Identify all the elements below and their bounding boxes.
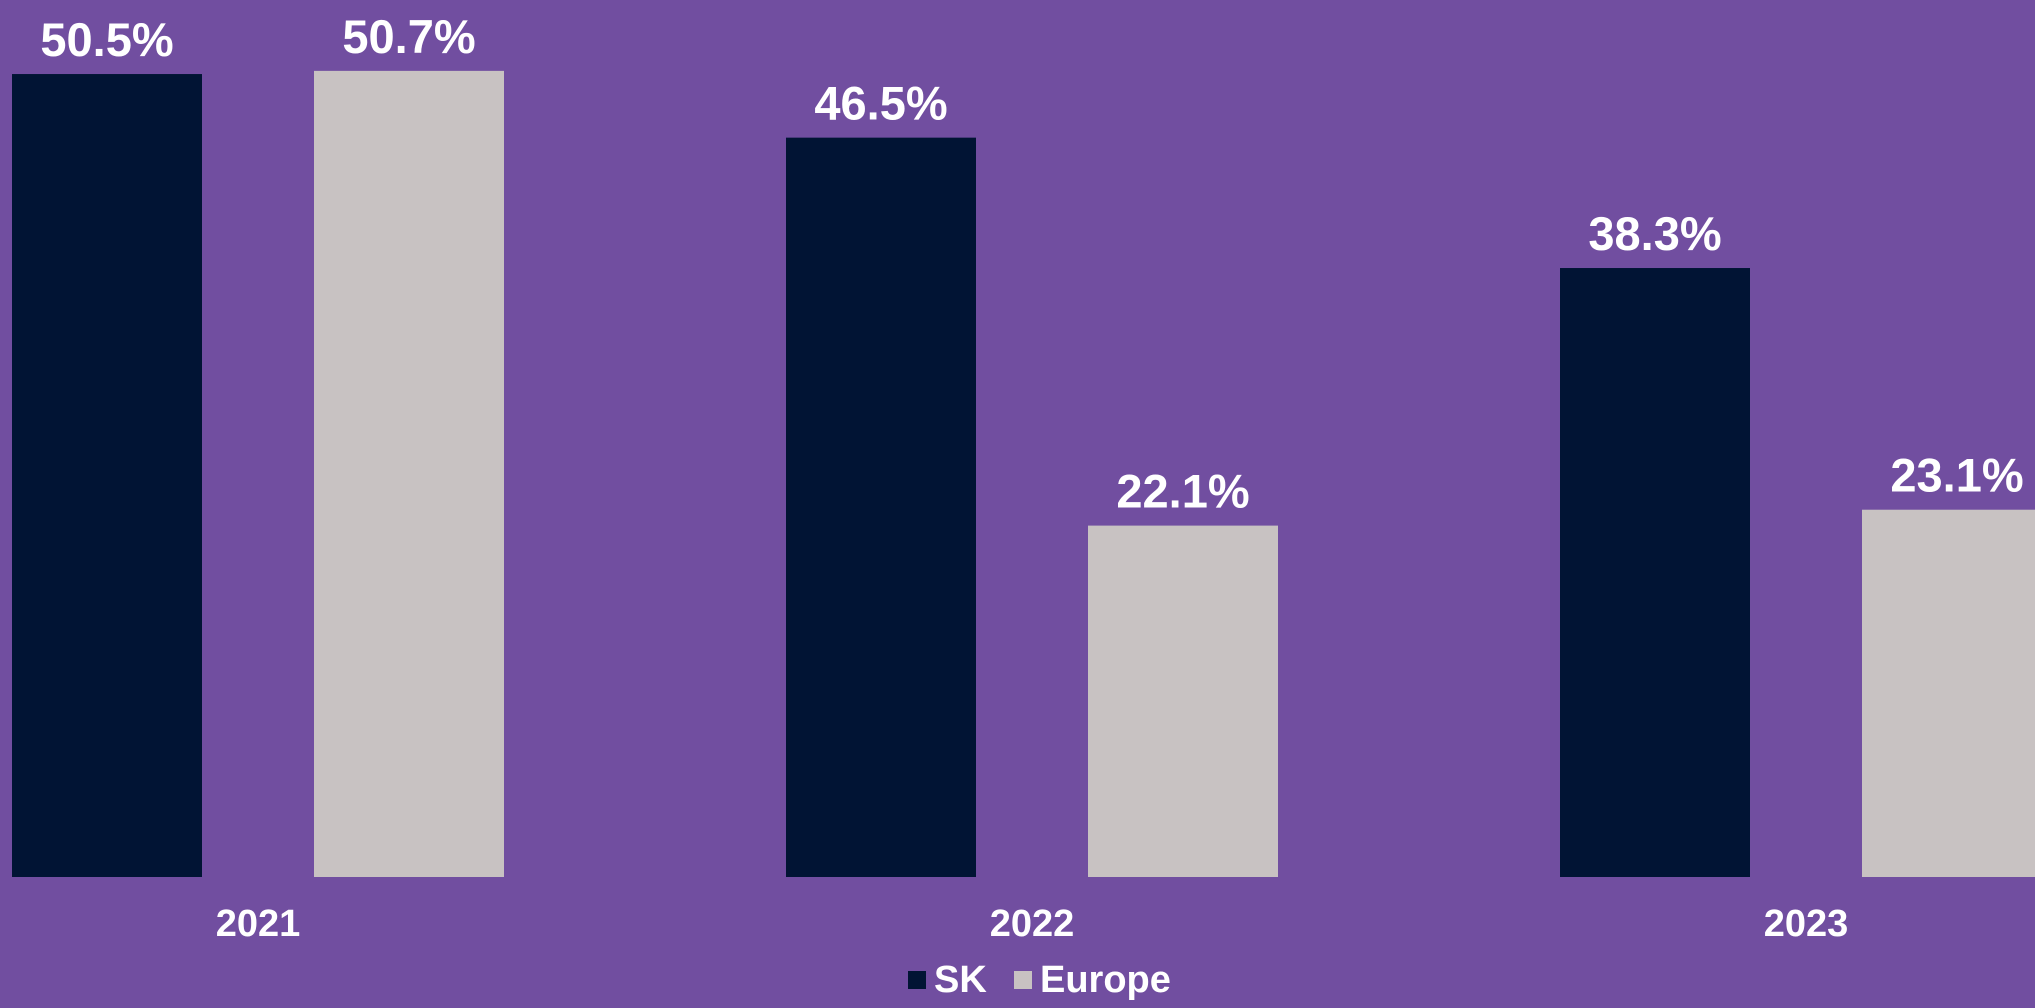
legend-item-sk: SK <box>908 959 987 1001</box>
data-labels-layer: 50.5% 50.7% 46.5% 22.1% 38.3% 23.1% <box>40 10 2023 518</box>
bar-europe-2021 <box>314 70 504 878</box>
bar-europe-2023 <box>1862 509 2035 877</box>
legend-swatch-sk <box>908 971 926 989</box>
data-label-europe-2023: 23.1% <box>1890 449 2023 502</box>
bar-europe-2022 <box>1088 525 1278 877</box>
data-label-europe-2022: 22.1% <box>1116 465 1249 518</box>
legend: SK Europe <box>908 959 1171 1001</box>
legend-label-europe: Europe <box>1040 959 1171 1001</box>
bar-sk-2022 <box>786 137 976 877</box>
x-axis: 2021 2022 2023 <box>216 903 1849 945</box>
legend-item-europe: Europe <box>1014 959 1171 1001</box>
x-tick-label-2023: 2023 <box>1764 903 1849 945</box>
data-label-sk-2023: 38.3% <box>1588 207 1721 260</box>
data-label-sk-2021: 50.5% <box>40 13 173 66</box>
legend-swatch-europe <box>1014 971 1032 989</box>
x-tick-label-2022: 2022 <box>990 903 1075 945</box>
bar-sk-2021 <box>12 74 202 878</box>
bar-sk-2023 <box>1560 268 1750 877</box>
bars-layer <box>12 70 2035 878</box>
legend-label-sk: SK <box>934 959 987 1001</box>
data-label-sk-2022: 46.5% <box>814 77 947 130</box>
x-tick-label-2021: 2021 <box>216 903 301 945</box>
data-label-europe-2021: 50.7% <box>342 10 475 63</box>
